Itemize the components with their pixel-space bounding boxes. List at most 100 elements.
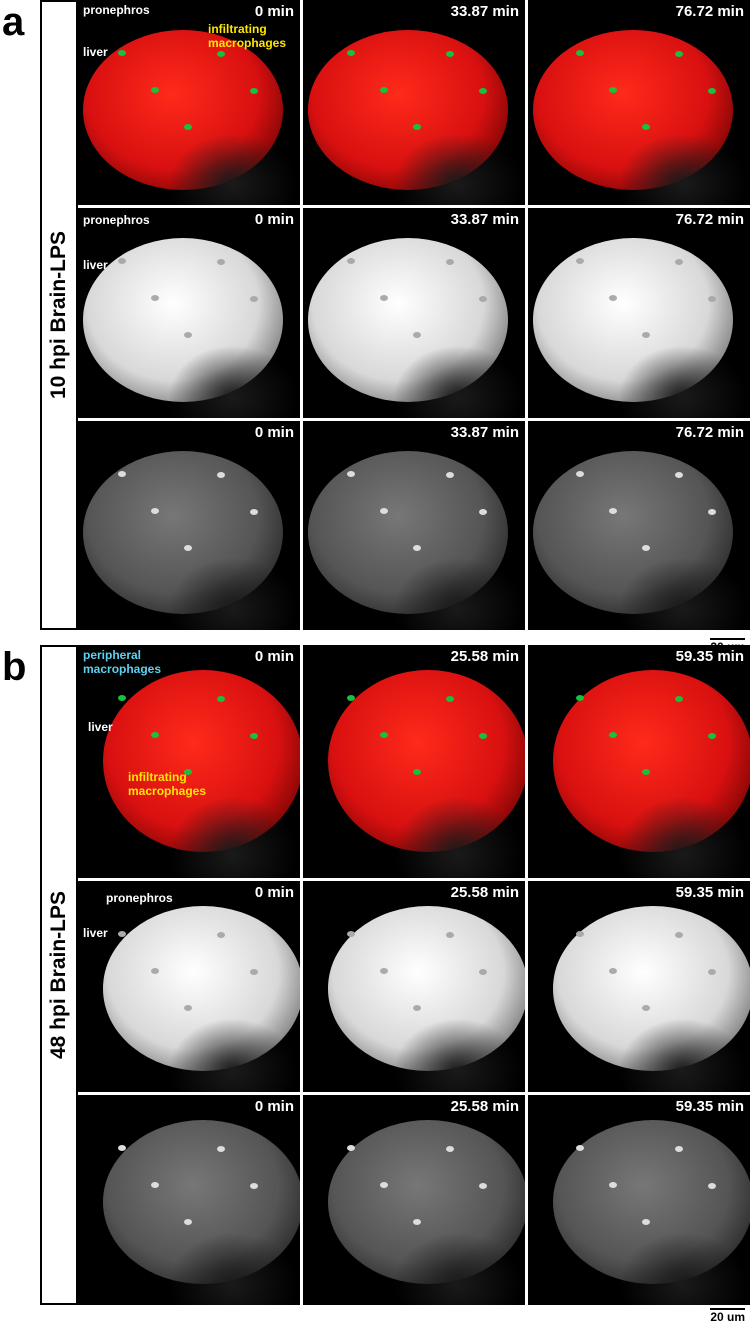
annotation: infiltrating macrophages [128,770,207,798]
macrophage [708,88,716,94]
annotation: infiltrating macrophages [208,22,287,50]
macrophage [708,969,716,975]
annotation: liver [88,720,113,734]
condition-label: 10 hpi Brain-LPS [47,230,70,400]
micrograph: 0 min [78,1095,300,1305]
macrophage [675,1146,683,1152]
macrophage [151,87,159,93]
micrograph: 0 min [78,421,300,630]
background-glow [618,796,748,878]
condition-label: 48 hpi Brain-LPS [47,890,70,1060]
macrophage [250,969,258,975]
time-label: 59.35 min [663,645,750,668]
macrophage [184,124,192,130]
macrophage [609,87,617,93]
annotation: pronephros [83,213,150,227]
macrophage [446,932,454,938]
macrophage [380,968,388,974]
time-label: 0 min [242,421,300,444]
time-label: 59.35 min [663,881,750,904]
macrophage [184,1219,192,1225]
macrophage [642,545,650,551]
macrophage [446,51,454,57]
annotation: pronephros [83,3,150,17]
macrophage [380,732,388,738]
time-label: 33.87 min [438,0,525,23]
macrophage [609,295,617,301]
macrophage [479,733,487,739]
macrophage [479,296,487,302]
macrophage [576,1145,584,1151]
condition-box: 48 hpi Brain-LPS [40,645,78,1305]
macrophage [446,472,454,478]
macrophage [413,332,421,338]
time-label: 33.87 min [438,421,525,444]
macrophage [675,51,683,57]
macrophage [217,1146,225,1152]
time-label: 0 min [242,645,300,668]
time-label: 0 min [242,208,300,231]
macrophage [118,695,126,701]
scale-bar: 20 um [710,1308,745,1324]
macrophage [708,1183,716,1189]
macrophage [250,88,258,94]
macrophage [118,258,126,264]
background-glow [168,133,298,205]
macrophage [118,50,126,56]
macrophage [675,472,683,478]
macrophage [708,733,716,739]
macrophage [118,471,126,477]
macrophage [217,696,225,702]
time-label: 33.87 min [438,208,525,231]
macrophage [609,732,617,738]
macrophage [184,545,192,551]
annotation: pronephros [106,891,173,905]
micrograph: 59.35 min [528,1095,750,1305]
macrophage [576,695,584,701]
micrograph: 76.72 min [528,0,750,205]
macrophage [576,50,584,56]
time-label: 25.58 min [438,881,525,904]
macrophage [479,1183,487,1189]
background-glow [168,796,298,878]
micrograph: 76.72 min [528,421,750,630]
macrophage [250,1183,258,1189]
macrophage [576,931,584,937]
macrophage [708,296,716,302]
annotation: liver [83,258,108,272]
macrophage [675,259,683,265]
macrophage [708,509,716,515]
micrograph: 33.87 min [303,208,525,418]
macrophage [347,931,355,937]
macrophage [380,295,388,301]
macrophage [609,1182,617,1188]
background-glow [393,796,523,878]
macrophage [642,1219,650,1225]
micrograph: 25.58 min [303,1095,525,1305]
annotation: liver [83,926,108,940]
macrophage [184,1005,192,1011]
background-glow [168,1018,298,1092]
micrograph: 25.58 min [303,645,525,878]
micrograph: 0 min peripheral macrophages liver infiltra… [78,645,300,878]
time-label: 76.72 min [663,208,750,231]
macrophage [446,259,454,265]
time-label: 76.72 min [663,421,750,444]
time-label: 0 min [242,0,300,23]
macrophage [347,258,355,264]
macrophage [609,968,617,974]
annotation: peripheral macrophages [83,648,162,676]
panel-label: a [2,0,25,44]
macrophage [446,696,454,702]
macrophage [118,931,126,937]
macrophage [380,1182,388,1188]
macrophage [118,1145,126,1151]
macrophage [675,696,683,702]
micrograph: 59.35 min [528,881,750,1092]
macrophage [217,259,225,265]
macrophage [151,1182,159,1188]
micrograph: 59.35 min [528,645,750,878]
macrophage [642,332,650,338]
macrophage [347,695,355,701]
macrophage [184,332,192,338]
